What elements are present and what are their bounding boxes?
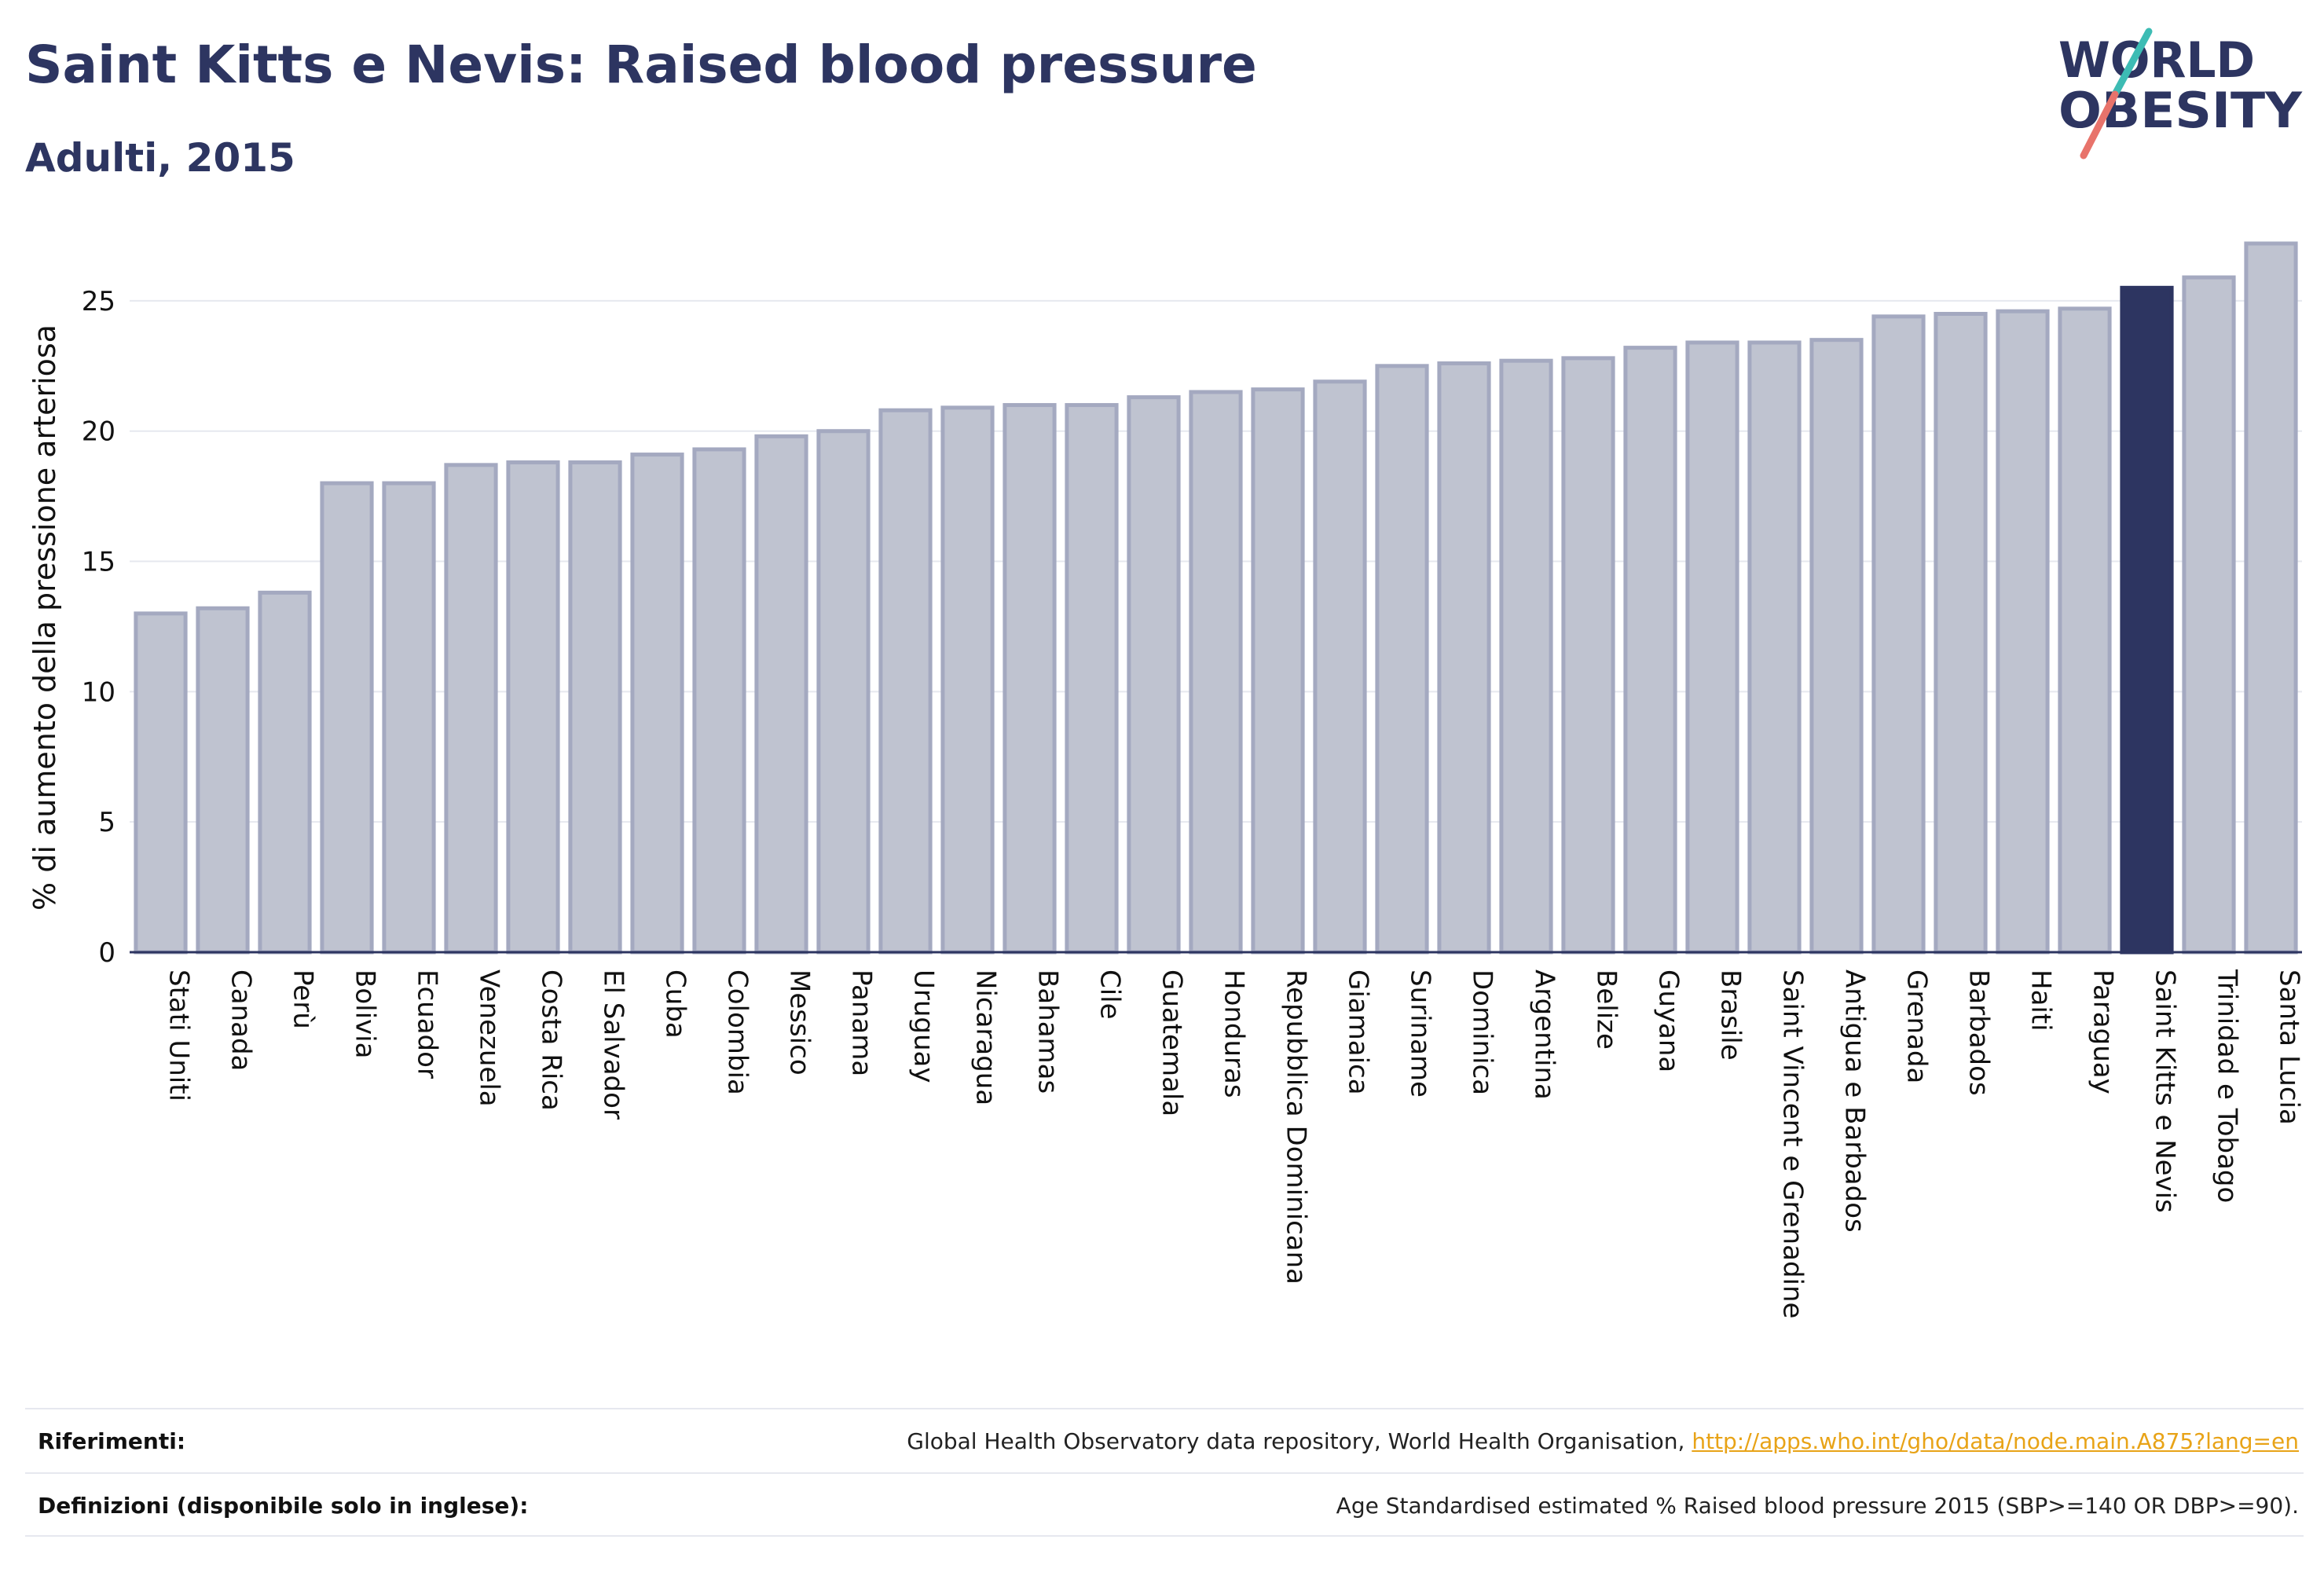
footer-divider-top: [25, 1408, 2304, 1409]
bar: [1437, 361, 1491, 955]
x-tick-label: Colombia: [722, 969, 753, 1095]
bar: [320, 481, 374, 955]
bar: [1189, 390, 1243, 955]
x-tick-label: Perù: [288, 969, 319, 1029]
bar: [1313, 379, 1367, 955]
x-tick-label: Messico: [784, 969, 816, 1076]
world-obesity-logo: WORLD OBESITY: [2058, 27, 2303, 159]
x-tick-label: Nicaragua: [970, 969, 1002, 1105]
x-tick-label: Trinidad e Tobago: [2212, 969, 2243, 1203]
x-tick-labels: Stati Uniti Canada Perù Bolivia Ecuador Venez…: [163, 969, 2305, 1318]
x-tick-label: Canada: [225, 969, 257, 1071]
x-tick-label: Santa Lucia: [2274, 969, 2305, 1125]
x-tick-label: Argentina: [1529, 969, 1560, 1100]
footer-divider-bottom: [25, 1535, 2304, 1537]
bar: [1127, 395, 1181, 955]
bar: [878, 408, 933, 955]
bar: [382, 481, 436, 955]
x-tick-label: Giamaica: [1343, 969, 1374, 1095]
bar: [630, 453, 684, 955]
references-label: Riferimenti:: [38, 1428, 186, 1454]
bar: [2058, 306, 2112, 955]
x-tick-label: Honduras: [1219, 969, 1250, 1098]
bar: [1623, 346, 1677, 955]
x-tick-label: Guyana: [1653, 969, 1684, 1072]
bar: [1499, 358, 1553, 955]
bar-highlighted: [2120, 285, 2174, 955]
y-tick-label: 20: [82, 416, 115, 448]
bar: [1065, 403, 1119, 955]
definitions-text: Age Standardised estimated % Raised bloo…: [1336, 1493, 2299, 1519]
x-tick-label: Bolivia: [350, 969, 381, 1058]
bar: [506, 460, 560, 955]
x-tick-label: Ecuador: [412, 969, 443, 1079]
bar: [568, 460, 622, 955]
bar: [1747, 340, 1802, 955]
bar: [1003, 403, 1057, 955]
bar: [1251, 387, 1305, 955]
y-tick-label: 0: [98, 937, 115, 969]
bar: [1809, 338, 1864, 955]
x-tick-label: Repubblica Dominicana: [1281, 969, 1312, 1285]
x-tick-label: Bahamas: [1032, 969, 1064, 1094]
bar: [196, 606, 250, 955]
footer-divider-middle: [25, 1472, 2304, 1474]
x-tick-label: Venezuela: [474, 969, 505, 1107]
bar: [1996, 309, 2050, 955]
bar: [816, 429, 871, 955]
bar: [1685, 340, 1739, 955]
x-tick-label: El Salvador: [598, 969, 629, 1120]
x-tick-label: Guatemala: [1157, 969, 1188, 1116]
x-tick-label: Uruguay: [908, 969, 940, 1083]
x-tick-label: Cile: [1094, 969, 1126, 1020]
x-tick-label: Suriname: [1405, 969, 1436, 1098]
bar: [134, 611, 188, 955]
references-source: Global Health Observatory data repositor…: [907, 1428, 1692, 1454]
y-tick-label: 10: [82, 676, 115, 708]
bar: [2244, 241, 2298, 955]
logo-text-world: WORLD: [2058, 31, 2255, 89]
references-link[interactable]: http://apps.who.int/gho/data/node.main.A…: [1692, 1428, 2299, 1454]
x-tick-label: Dominica: [1467, 969, 1498, 1095]
bar: [692, 447, 746, 955]
y-tick-label: 15: [82, 547, 115, 578]
x-tick-label: Saint Vincent e Grenadine: [1777, 969, 1809, 1318]
x-tick-label: Panama: [846, 969, 878, 1076]
x-tick-label: Grenada: [1901, 969, 1933, 1083]
y-axis-label: % di aumento della pressione arteriosa: [27, 324, 62, 911]
x-tick-label: Belize: [1591, 969, 1622, 1050]
bar-chart: 0 5 10 15 20 25 Stati Uniti Canada Perù Bolivia E…: [27, 241, 2305, 1318]
bar: [1561, 356, 1615, 955]
y-tick-label: 5: [98, 807, 115, 838]
bar: [940, 405, 995, 955]
x-tick-label: Costa Rica: [536, 969, 567, 1111]
chart-subtitle: Adulti, 2015: [25, 135, 295, 181]
y-tick-labels: 0 5 10 15 20 25: [82, 286, 115, 969]
bar: [754, 434, 808, 955]
references-text: Global Health Observatory data repositor…: [907, 1428, 2299, 1454]
bar: [1375, 364, 1429, 955]
x-tick-label: Antigua e Barbados: [1839, 969, 1871, 1233]
definitions-label: Definizioni (disponibile solo in inglese…: [38, 1493, 529, 1519]
bar: [1871, 314, 1926, 955]
x-tick-label: Cuba: [660, 969, 691, 1039]
x-tick-label: Haiti: [2025, 969, 2057, 1032]
chart-title: Saint Kitts e Nevis: Raised blood pressu…: [25, 35, 1257, 95]
logo-slash-coral: [2080, 90, 2119, 159]
x-tick-label: Saint Kitts e Nevis: [2150, 969, 2181, 1213]
logo-slash-teal: [2111, 27, 2153, 98]
x-tick-label: Brasile: [1715, 969, 1747, 1061]
bar: [2182, 275, 2236, 955]
bars: [134, 241, 2298, 955]
bar: [1934, 311, 1988, 955]
x-tick-label: Paraguay: [2088, 969, 2119, 1094]
bar: [444, 463, 498, 955]
bar: [258, 590, 312, 955]
y-tick-label: 25: [82, 286, 115, 317]
x-tick-label: Stati Uniti: [163, 969, 195, 1101]
x-tick-label: Barbados: [1963, 969, 1995, 1096]
